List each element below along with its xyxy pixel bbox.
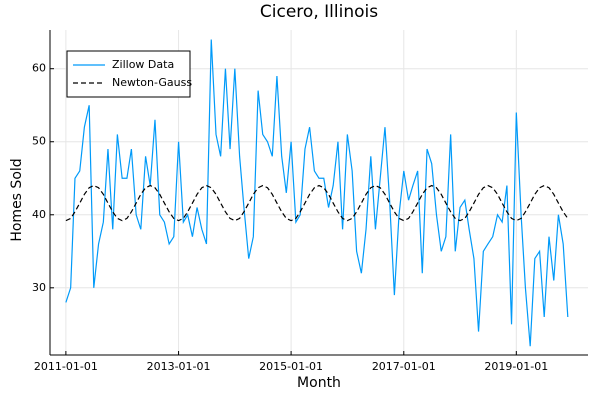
x-tick-label: 2011-01-01 [34, 360, 98, 373]
y-tick-label: 40 [32, 208, 46, 221]
data-line [65, 39, 569, 347]
x-tick-label: 2019-01-01 [484, 360, 548, 373]
x-tick-label: 2013-01-01 [147, 360, 211, 373]
y-tick-label: 30 [32, 281, 46, 294]
legend: Zillow Data Newton-Gauss [66, 50, 192, 98]
y-tick-label: 60 [32, 62, 46, 75]
x-tick-label: 2015-01-01 [259, 360, 323, 373]
legend-label: Newton-Gauss [112, 76, 192, 89]
legend-label: Zillow Data [112, 58, 174, 71]
chart-title: Cicero, Illinois [260, 2, 378, 22]
y-tick-label: 50 [32, 135, 46, 148]
data-line [65, 184, 569, 222]
legend-box [66, 50, 191, 98]
x-tick-label: 2017-01-01 [372, 360, 436, 373]
x-axis-label: Month [297, 375, 341, 391]
y-axis-label: Homes Sold [9, 158, 25, 241]
